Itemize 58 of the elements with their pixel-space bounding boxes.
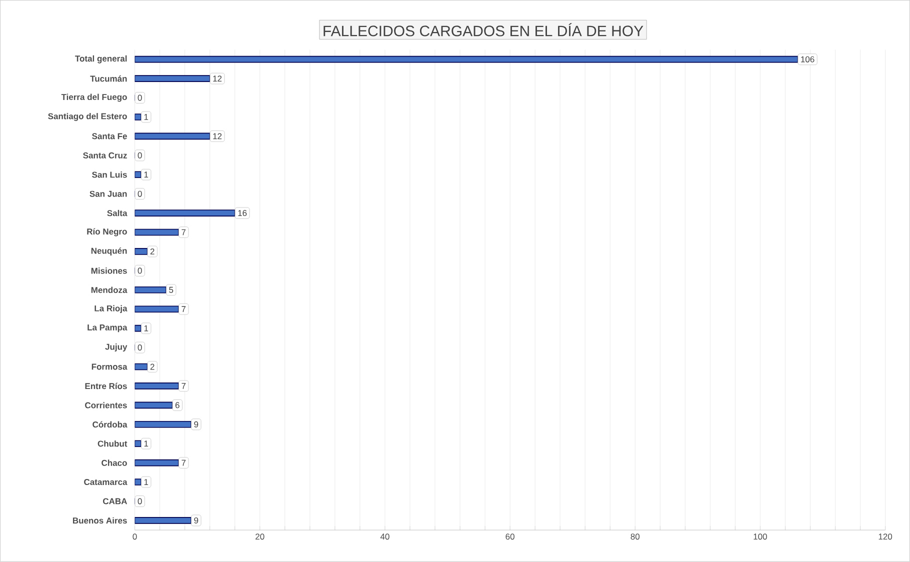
data-label: 0 [138,190,142,197]
y-tick-label: Mendoza [91,286,128,294]
y-tick-label: Neuquén [91,248,127,256]
y-tick-label: La Rioja [94,305,128,314]
y-tick-label: Santa Fe [92,133,127,140]
data-label: 0 [138,498,142,504]
y-tick-label: San Juan [90,190,127,197]
y-tick-label: CABA [103,498,128,504]
x-tick-label: 20 [256,534,264,540]
data-label: 7 [182,306,186,312]
y-tick-label: Corrientes [85,402,127,408]
y-tick-label: Tucumán [90,75,127,82]
y-tick-label: Total general [75,55,127,64]
data-label: 9 [194,421,198,428]
data-label: 12 [213,76,222,82]
data-label: 1 [144,325,148,332]
data-label: 7 [182,460,186,466]
y-tick-label: Jujuy [105,344,128,352]
x-tick-label: 100 [754,534,767,540]
data-label: 1 [144,440,148,447]
data-label: 9 [194,518,198,524]
y-tick-label: Santa Cruz [83,152,127,159]
y-tick-label: Buenos Aires [72,517,127,524]
data-label: 106 [801,56,814,62]
data-label: 0 [138,268,142,274]
y-tick-label: Tierra del Fuego [61,94,127,102]
data-label: 2 [150,248,154,255]
y-tick-label: Río Negro [87,228,127,236]
data-label: 7 [182,383,186,389]
data-label: 0 [138,344,142,351]
data-label: 5 [169,287,174,293]
y-tick-label: La Pampa [88,324,128,332]
data-label: 12 [213,133,222,140]
data-label: 0 [138,94,142,101]
x-tick-label: 0 [132,534,137,540]
y-tick-label: Santiago del Estero [48,113,127,122]
data-label: 7 [182,229,186,236]
y-tick-label: Entre Ríos [85,382,127,390]
data-label: 0 [138,152,142,159]
y-tick-label: San Luis [92,172,127,178]
y-tick-label: Misiones [91,268,127,274]
y-tick-label: Chubut [98,440,128,447]
data-label: 6 [175,402,180,408]
data-label: 1 [144,114,148,120]
data-label: 16 [238,210,247,216]
y-tick-label: Córdoba [92,421,128,428]
x-tick-label: 60 [506,534,514,540]
data-label: 2 [150,364,154,370]
chart-title: FALLECIDOS CARGADOS EN EL DÍA DE HOY [324,23,644,36]
data-label: 1 [144,479,148,486]
x-tick-label: 120 [878,534,892,540]
y-tick-label: Formosa [92,364,128,370]
y-tick-label: Salta [107,210,128,216]
y-tick-label: Catamarca [84,479,128,486]
x-tick-label: 40 [380,534,390,540]
y-tick-label: Chaco [102,460,127,466]
x-tick-label: 80 [630,534,640,540]
data-label: 1 [144,172,148,178]
